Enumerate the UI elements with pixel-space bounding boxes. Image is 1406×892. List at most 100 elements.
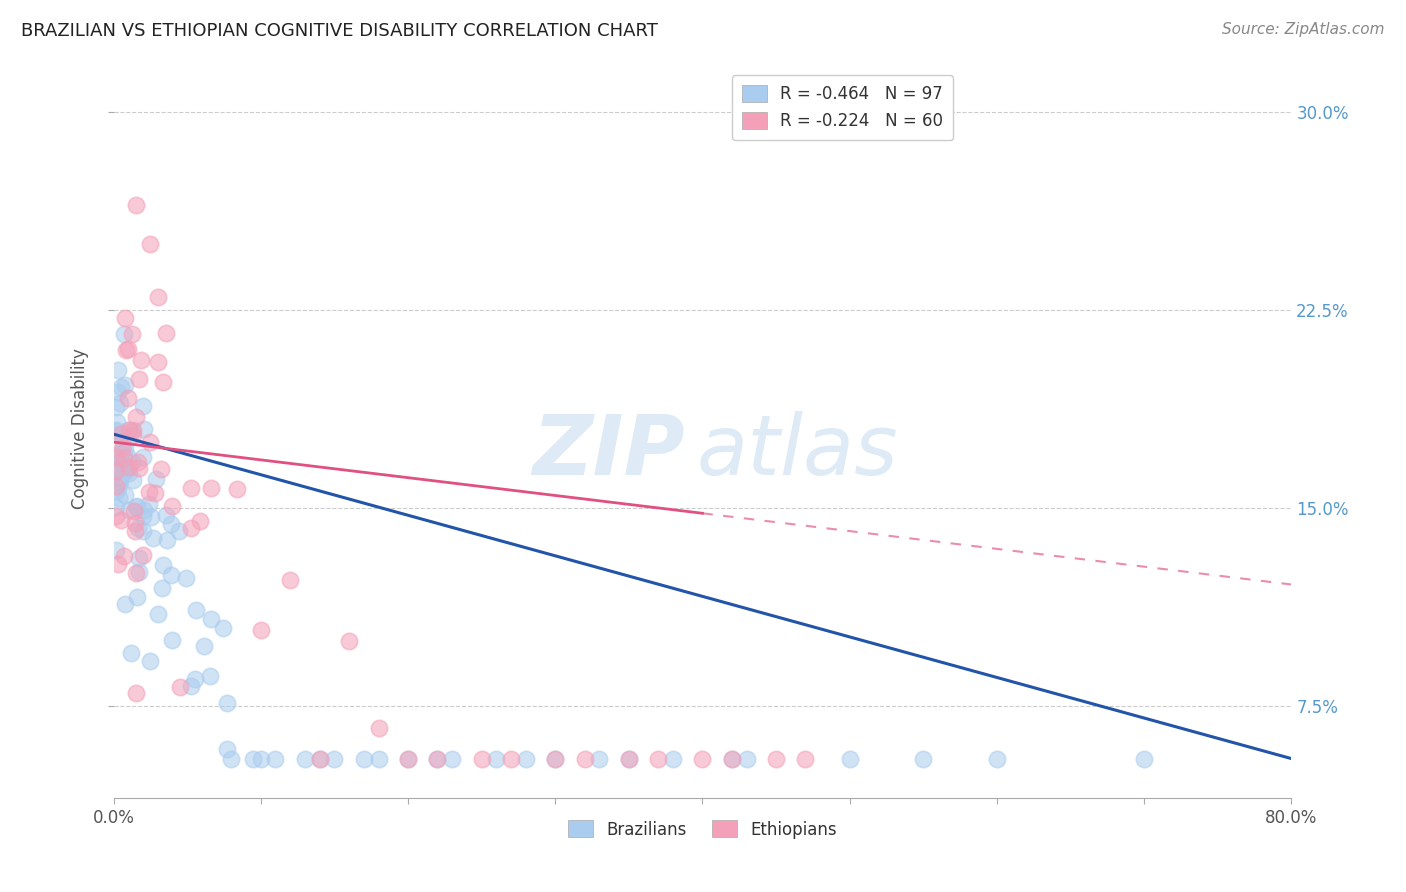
- Brazilians: [142, 531, 165, 545]
- Ethiopians: [107, 557, 129, 571]
- Brazilians: [112, 327, 135, 342]
- Brazilians: [121, 425, 143, 439]
- Brazilians: [105, 462, 128, 476]
- Brazilians: [167, 524, 190, 538]
- Brazilians: [121, 455, 143, 469]
- Brazilians: [215, 697, 238, 711]
- Ethiopians: [139, 237, 162, 252]
- Brazilians: [122, 473, 145, 487]
- Text: ZIP: ZIP: [531, 410, 685, 491]
- Ethiopians: [124, 685, 146, 699]
- Brazilians: [105, 483, 128, 498]
- Ethiopians: [122, 423, 145, 437]
- Brazilians: [200, 612, 222, 626]
- Brazilians: [105, 415, 128, 429]
- Ethiopians: [128, 461, 150, 475]
- Ethiopians: [794, 751, 817, 765]
- Text: BRAZILIAN VS ETHIOPIAN COGNITIVE DISABILITY CORRELATION CHART: BRAZILIAN VS ETHIOPIAN COGNITIVE DISABIL…: [21, 22, 658, 40]
- Brazilians: [112, 440, 135, 454]
- Brazilians: [120, 646, 142, 660]
- Ethiopians: [647, 751, 669, 765]
- Ethiopians: [574, 751, 596, 765]
- Ethiopians: [471, 751, 494, 765]
- Brazilians: [115, 464, 138, 478]
- Ethiopians: [226, 483, 249, 497]
- Brazilians: [138, 497, 160, 511]
- Brazilians: [127, 521, 149, 535]
- Ethiopians: [118, 423, 141, 437]
- Brazilians: [105, 423, 128, 437]
- Brazilians: [105, 424, 128, 438]
- Brazilians: [125, 500, 148, 514]
- Brazilians: [221, 751, 243, 765]
- Brazilians: [242, 751, 264, 765]
- Brazilians: [132, 524, 155, 539]
- Brazilians: [105, 400, 128, 414]
- Brazilians: [114, 377, 136, 392]
- Brazilians: [139, 510, 162, 524]
- Brazilians: [588, 751, 610, 765]
- Brazilians: [128, 551, 150, 566]
- Ethiopians: [152, 375, 174, 389]
- Brazilians: [110, 446, 132, 460]
- Brazilians: [128, 565, 150, 579]
- Brazilians: [107, 385, 129, 400]
- Brazilians: [264, 751, 287, 765]
- Brazilians: [912, 751, 935, 765]
- Brazilians: [426, 751, 449, 765]
- Ethiopians: [110, 512, 132, 526]
- Ethiopians: [544, 751, 567, 765]
- Brazilians: [105, 542, 128, 557]
- Brazilians: [152, 558, 174, 572]
- Brazilians: [1133, 751, 1156, 765]
- Ethiopians: [188, 514, 211, 528]
- Brazilians: [485, 751, 508, 765]
- Brazilians: [155, 508, 177, 523]
- Text: atlas: atlas: [696, 410, 898, 491]
- Legend: Brazilians, Ethiopians: Brazilians, Ethiopians: [561, 814, 844, 846]
- Ethiopians: [124, 516, 146, 530]
- Ethiopians: [111, 441, 134, 455]
- Brazilians: [112, 459, 135, 474]
- Ethiopians: [124, 197, 146, 211]
- Brazilians: [323, 751, 346, 765]
- Ethiopians: [117, 460, 139, 475]
- Ethiopians: [367, 722, 389, 736]
- Brazilians: [183, 673, 205, 687]
- Brazilians: [110, 454, 132, 468]
- Brazilians: [367, 751, 389, 765]
- Ethiopians: [138, 484, 160, 499]
- Ethiopians: [200, 481, 222, 495]
- Ethiopians: [112, 549, 135, 563]
- Ethiopians: [765, 751, 787, 765]
- Brazilians: [156, 533, 179, 547]
- Brazilians: [105, 500, 128, 514]
- Brazilians: [150, 582, 173, 596]
- Brazilians: [515, 751, 537, 765]
- Ethiopians: [110, 427, 132, 442]
- Ethiopians: [105, 450, 128, 465]
- Ethiopians: [499, 751, 522, 765]
- Ethiopians: [125, 566, 148, 581]
- Ethiopians: [105, 479, 128, 493]
- Brazilians: [114, 460, 136, 475]
- Ethiopians: [124, 524, 146, 538]
- Ethiopians: [125, 409, 148, 424]
- Ethiopians: [692, 751, 714, 765]
- Ethiopians: [249, 623, 271, 637]
- Brazilians: [160, 516, 183, 531]
- Brazilians: [108, 475, 131, 490]
- Ethiopians: [117, 392, 139, 406]
- Ethiopians: [117, 342, 139, 356]
- Ethiopians: [180, 481, 202, 495]
- Brazilians: [735, 751, 758, 765]
- Brazilians: [107, 481, 129, 495]
- Ethiopians: [337, 633, 360, 648]
- Ethiopians: [426, 751, 449, 765]
- Brazilians: [108, 471, 131, 485]
- Brazilians: [249, 751, 271, 765]
- Ethiopians: [127, 455, 149, 469]
- Brazilians: [110, 380, 132, 394]
- Ethiopians: [129, 352, 152, 367]
- Ethiopians: [396, 751, 419, 765]
